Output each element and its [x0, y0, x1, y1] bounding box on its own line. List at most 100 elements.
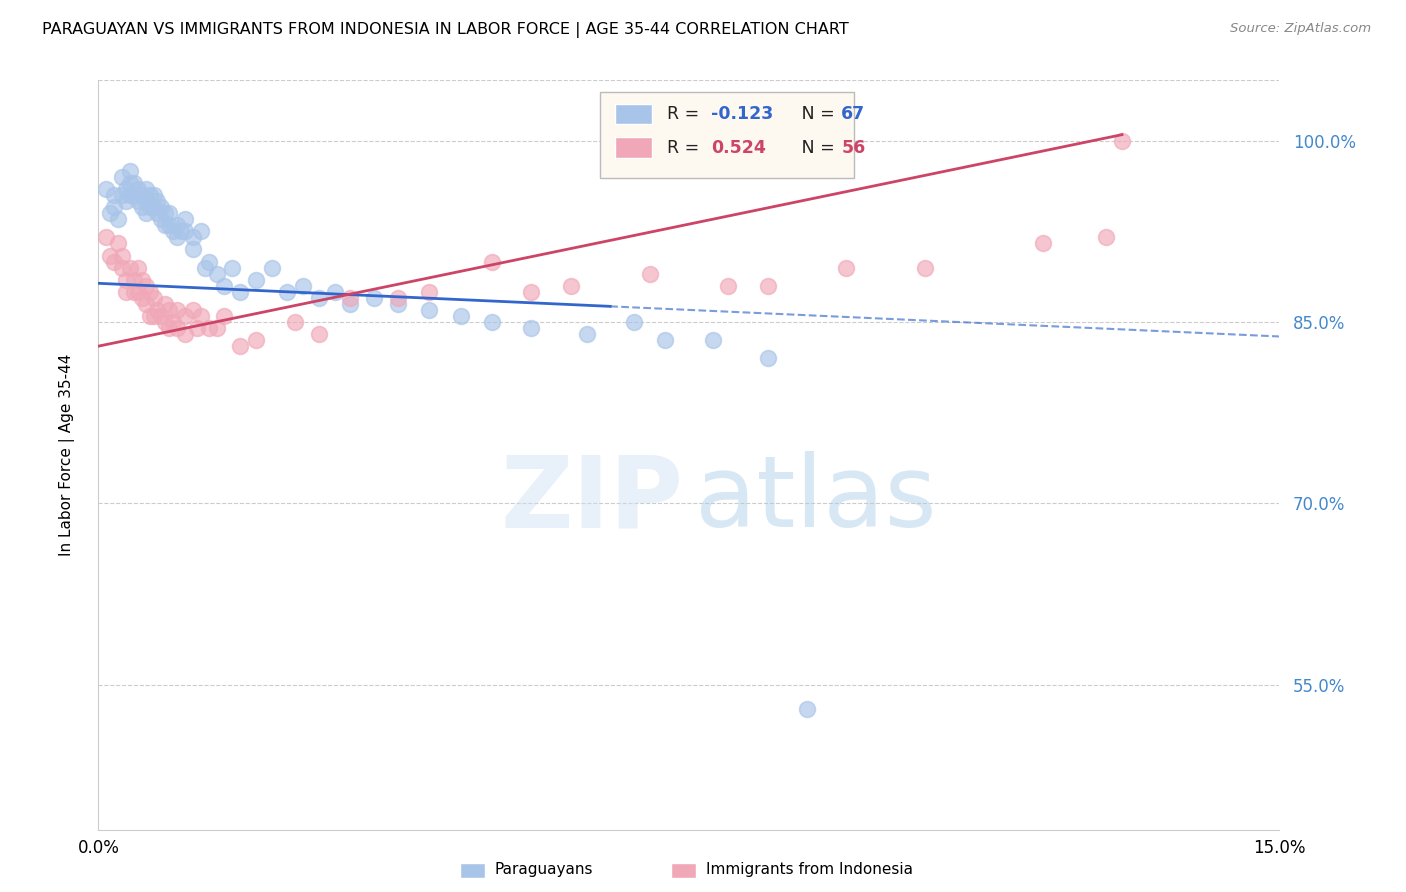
Text: Immigrants from Indonesia: Immigrants from Indonesia: [706, 863, 912, 877]
Point: [418, 302, 440, 317]
Point: [245, 333, 267, 347]
Point: [520, 321, 543, 335]
Point: [111, 248, 134, 262]
Point: [214, 278, 236, 293]
Point: [150, 212, 173, 227]
Point: [107, 212, 129, 227]
Point: [103, 254, 125, 268]
Text: N =: N =: [785, 105, 839, 123]
Point: [98, 206, 121, 220]
Point: [122, 285, 145, 299]
Point: [181, 230, 204, 244]
Point: [323, 285, 346, 299]
Point: [146, 194, 169, 208]
Point: [174, 212, 197, 227]
Point: [796, 702, 818, 716]
Point: [155, 315, 177, 329]
Text: Paraguayans: Paraguayans: [495, 863, 593, 877]
Point: [142, 309, 165, 323]
Point: [387, 291, 409, 305]
Point: [127, 260, 149, 275]
Point: [197, 254, 219, 268]
Point: [284, 315, 307, 329]
Point: [221, 260, 243, 275]
Point: [122, 176, 145, 190]
Point: [118, 260, 141, 275]
Point: [205, 321, 228, 335]
Point: [194, 260, 217, 275]
Point: [339, 297, 361, 311]
Point: [717, 278, 740, 293]
Point: [142, 188, 165, 202]
Point: [174, 309, 197, 323]
Point: [339, 291, 361, 305]
Point: [756, 278, 779, 293]
Point: [115, 273, 138, 287]
Point: [623, 315, 645, 329]
Point: [115, 285, 138, 299]
Text: -0.123: -0.123: [711, 105, 773, 123]
Point: [96, 230, 118, 244]
Text: R =: R =: [666, 139, 704, 157]
Point: [155, 206, 177, 220]
Point: [142, 291, 165, 305]
Point: [103, 188, 125, 202]
Point: [166, 321, 188, 335]
Point: [1032, 236, 1054, 251]
Point: [127, 194, 149, 208]
FancyBboxPatch shape: [614, 137, 652, 158]
Point: [702, 333, 724, 347]
Point: [96, 182, 118, 196]
Point: [197, 321, 219, 335]
Text: Source: ZipAtlas.com: Source: ZipAtlas.com: [1230, 22, 1371, 36]
Point: [155, 297, 177, 311]
Point: [229, 339, 252, 353]
Point: [135, 206, 157, 220]
Point: [190, 224, 212, 238]
Point: [135, 297, 157, 311]
Point: [418, 285, 440, 299]
Point: [387, 297, 409, 311]
Point: [98, 248, 121, 262]
Point: [157, 302, 180, 317]
Point: [131, 188, 153, 202]
Point: [181, 243, 204, 257]
FancyBboxPatch shape: [600, 92, 855, 178]
Point: [146, 206, 169, 220]
Text: R =: R =: [666, 105, 704, 123]
Point: [138, 188, 160, 202]
Y-axis label: In Labor Force | Age 35-44: In Labor Force | Age 35-44: [59, 354, 75, 556]
Point: [142, 200, 165, 214]
Point: [115, 194, 138, 208]
Point: [654, 333, 676, 347]
Point: [107, 236, 129, 251]
Point: [135, 278, 157, 293]
Point: [575, 327, 598, 342]
Point: [170, 224, 193, 238]
Point: [186, 321, 208, 335]
Point: [111, 169, 134, 184]
Point: [835, 260, 858, 275]
Point: [481, 315, 503, 329]
Point: [135, 194, 157, 208]
Text: 67: 67: [841, 105, 866, 123]
Point: [162, 315, 184, 329]
Point: [1095, 230, 1118, 244]
Point: [127, 285, 149, 299]
Point: [103, 200, 125, 214]
Point: [229, 285, 252, 299]
Point: [174, 327, 197, 342]
Point: [245, 273, 267, 287]
Point: [520, 285, 543, 299]
Text: atlas: atlas: [695, 451, 936, 549]
Point: [190, 309, 212, 323]
Point: [150, 200, 173, 214]
Point: [155, 219, 177, 233]
Point: [157, 219, 180, 233]
Point: [111, 260, 134, 275]
Point: [138, 309, 160, 323]
Point: [127, 182, 149, 196]
Text: N =: N =: [785, 139, 839, 157]
Text: 0.524: 0.524: [711, 139, 766, 157]
Point: [150, 309, 173, 323]
